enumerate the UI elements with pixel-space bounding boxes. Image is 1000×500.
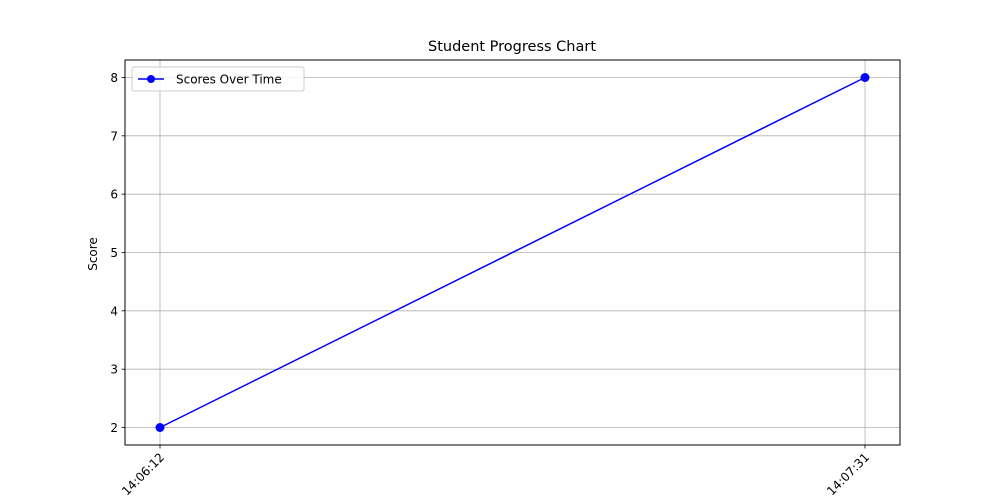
y-tick-label: 8 (110, 71, 118, 85)
y-tick-label: 7 (110, 129, 118, 143)
data-point (860, 73, 870, 82)
chart-title: Student Progress Chart (428, 39, 596, 55)
series-line (159, 76, 866, 429)
y-tick-label: 6 (110, 188, 118, 202)
legend-box (131, 66, 305, 92)
legend: Scores Over Time (131, 66, 305, 92)
y-tick-label: 5 (110, 246, 118, 260)
series-layer (155, 73, 870, 432)
y-axis-label: Score (86, 237, 100, 271)
y-axis: 2 3 4 5 6 7 8 (110, 71, 125, 435)
legend-series-label: Scores Over Time (176, 73, 282, 87)
y-tick-label: 2 (110, 421, 118, 435)
x-tick-label: 14:06:12 (119, 450, 167, 498)
legend-series-marker (147, 75, 155, 83)
x-axis: 14:06:12 14:07:31 (119, 445, 872, 498)
x-tick-label: 14:07:31 (824, 450, 872, 498)
y-tick-label: 3 (110, 363, 118, 377)
data-point (155, 423, 165, 432)
y-tick-label: 4 (110, 304, 118, 318)
